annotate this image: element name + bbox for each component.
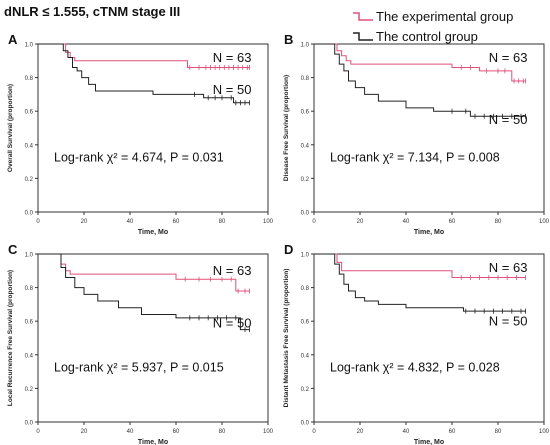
n-label-experimental: N = 63 <box>489 50 528 65</box>
y-axis-label: Overall Survival (proportion) <box>7 84 14 172</box>
n-label-experimental: N = 63 <box>213 50 252 65</box>
y-tick-label: 0.8 <box>25 286 34 292</box>
x-tick-label: 60 <box>173 429 180 435</box>
x-tick-label: 0 <box>36 219 40 225</box>
logrank-annotation: Log-rank χ² = 7.134, P = 0.008 <box>330 151 500 165</box>
x-tick-label: 60 <box>449 429 456 435</box>
y-tick-label: 0.8 <box>301 76 310 82</box>
legend-label-control: The control group <box>376 28 478 44</box>
legend-label-experimental: The experimental group <box>376 8 514 24</box>
y-tick-label: 0.2 <box>301 387 310 393</box>
x-tick-label: 0 <box>312 219 316 225</box>
panel-a: A 0.0 0.2 0.4 0.6 0.8 1.0 0 20 40 60 80 100 Time, Mo O… <box>7 32 274 236</box>
plot-frame <box>313 43 545 213</box>
panel-b: B 0.0 0.2 0.4 0.6 0.8 1.0 0 20 40 60 80 100 Time, Mo D… <box>283 32 550 236</box>
y-tick-label: 1.0 <box>301 43 310 49</box>
panel-label: D <box>284 242 293 257</box>
y-tick-label: 0.4 <box>25 353 34 359</box>
legend-item-control: The control group <box>352 26 513 46</box>
y-tick-label: 0.2 <box>25 387 34 393</box>
x-tick-label: 20 <box>357 429 364 435</box>
y-tick-label: 1.0 <box>301 253 310 259</box>
x-tick-label: 20 <box>357 219 364 225</box>
y-tick-label: 1.0 <box>25 43 34 49</box>
x-tick-label: 40 <box>127 429 134 435</box>
x-tick-label: 40 <box>403 429 410 435</box>
y-tick-label: 0.2 <box>301 177 310 183</box>
y-tick-label: 0.0 <box>301 211 310 217</box>
x-tick-label: 100 <box>263 219 274 225</box>
panel-label: C <box>8 242 18 257</box>
y-tick-label: 0.0 <box>301 421 310 427</box>
y-tick-label: 0.4 <box>25 143 34 149</box>
y-axis-label: Disease Free Survival (proportion) <box>283 75 290 181</box>
survival-curve-control <box>38 253 250 331</box>
y-tick-label: 0.0 <box>25 211 34 217</box>
x-tick-label: 40 <box>127 219 134 225</box>
x-tick-label: 80 <box>219 219 226 225</box>
x-tick-label: 0 <box>312 429 316 435</box>
n-label-experimental: N = 63 <box>213 263 252 278</box>
y-tick-label: 0.6 <box>301 320 310 326</box>
figure-title: dNLR ≤ 1.555, cTNM stage III <box>4 4 181 19</box>
y-tick-label: 0.6 <box>301 110 310 116</box>
x-axis-label: Time, Mo <box>414 439 444 445</box>
x-axis-label: Time, Mo <box>138 229 168 236</box>
y-tick-label: 0.0 <box>25 421 34 427</box>
legend-swatch-experimental <box>352 10 374 22</box>
x-tick-label: 80 <box>495 429 502 435</box>
y-tick-label: 1.0 <box>25 253 34 259</box>
y-tick-label: 0.8 <box>25 76 34 82</box>
legend-item-experimental: The experimental group <box>352 6 513 26</box>
y-tick-label: 0.4 <box>301 353 310 359</box>
x-tick-label: 20 <box>81 219 88 225</box>
plot-frame <box>37 43 269 213</box>
y-tick-label: 0.6 <box>25 110 34 116</box>
y-tick-label: 0.4 <box>301 143 310 149</box>
logrank-annotation: Log-rank χ² = 4.674, P = 0.031 <box>54 151 224 165</box>
panel-label: A <box>8 32 18 47</box>
x-tick-label: 100 <box>263 429 274 435</box>
legend: The experimental group The control group <box>352 6 513 46</box>
legend-swatch-control <box>352 30 374 42</box>
x-tick-label: 60 <box>173 219 180 225</box>
survival-curve-control <box>38 43 250 104</box>
survival-curve-experimental <box>314 43 526 82</box>
y-tick-label: 0.8 <box>301 286 310 292</box>
plot-frame <box>313 253 545 423</box>
n-label-experimental: N = 63 <box>489 260 528 275</box>
x-tick-label: 40 <box>403 219 410 225</box>
logrank-annotation: Log-rank χ² = 4.832, P = 0.028 <box>330 361 500 375</box>
y-tick-label: 0.6 <box>25 320 34 326</box>
x-tick-label: 100 <box>539 429 550 435</box>
x-tick-label: 80 <box>495 219 502 225</box>
x-tick-label: 0 <box>36 429 40 435</box>
n-label-control: N = 50 <box>213 315 252 330</box>
x-tick-label: 20 <box>81 429 88 435</box>
panel-c: C 0.0 0.2 0.4 0.6 0.8 1.0 0 20 40 60 80 100 Time, Mo L… <box>7 242 274 445</box>
x-tick-label: 80 <box>219 429 226 435</box>
survival-curve-control <box>314 43 526 117</box>
panel-d: D 0.0 0.2 0.4 0.6 0.8 1.0 0 20 40 60 80 100 Time, Mo D… <box>283 242 550 445</box>
panel-label: B <box>284 32 293 47</box>
y-axis-label: Local Recurrence Free Survival (proporti… <box>7 270 14 406</box>
n-label-control: N = 50 <box>489 314 528 329</box>
n-label-control: N = 50 <box>213 82 252 97</box>
x-axis-label: Time, Mo <box>138 439 168 445</box>
x-tick-label: 60 <box>449 219 456 225</box>
survival-curve-control <box>314 253 526 312</box>
n-label-control: N = 50 <box>489 112 528 127</box>
logrank-annotation: Log-rank χ² = 5.937, P = 0.015 <box>54 361 224 375</box>
x-tick-label: 100 <box>539 219 550 225</box>
x-axis-label: Time, Mo <box>414 229 444 236</box>
y-tick-label: 0.2 <box>25 177 34 183</box>
y-axis-label: Distant Metastasis Free Survival (propor… <box>283 269 290 408</box>
plot-frame <box>37 253 269 423</box>
